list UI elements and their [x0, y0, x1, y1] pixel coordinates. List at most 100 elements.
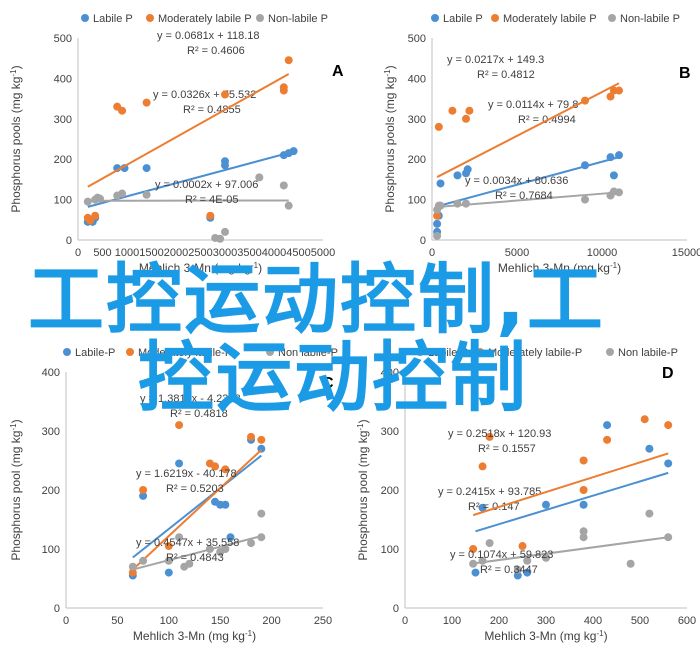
- trendline-r2: R² = 0.4843: [166, 552, 224, 564]
- y-tick-label: 300: [381, 426, 399, 438]
- x-tick-label: 2000: [164, 247, 188, 259]
- data-point: [542, 500, 550, 509]
- data-point: [523, 556, 532, 565]
- data-point: [471, 568, 480, 577]
- trendline-r2: R² = 0.7684: [495, 190, 553, 202]
- y-tick-label: 200: [381, 485, 399, 497]
- data-point: [164, 556, 173, 565]
- legend-label: Labile-P: [75, 347, 115, 359]
- x-tick-label: 3000: [213, 247, 237, 259]
- x-tick-label: 100: [160, 615, 178, 627]
- y-tick-label: 100: [381, 544, 399, 556]
- data-point: [615, 86, 623, 95]
- data-point: [164, 542, 173, 551]
- y-axis-title: Phosphorus pool (mg kg-1): [9, 419, 24, 560]
- x-tick-label: 500: [93, 247, 111, 259]
- legend-marker: [81, 14, 89, 22]
- x-tick-label: 5000: [311, 247, 335, 259]
- x-tick-label: 200: [490, 615, 508, 627]
- legend-marker: [266, 348, 274, 356]
- x-tick-label: 0: [429, 247, 435, 259]
- trendline-equation: y = 0.0034x + 80.636: [465, 175, 568, 187]
- y-tick-label: 200: [42, 485, 60, 497]
- data-point: [626, 559, 635, 568]
- trendline-r2: R² = 0.5203: [166, 483, 224, 495]
- data-point: [434, 122, 443, 131]
- legend-label: Moderately labile P: [503, 13, 597, 25]
- x-axis-title: Mehlich 3-Mn (mg kg-1): [139, 261, 262, 276]
- legend-marker: [256, 14, 264, 22]
- panel-label: B: [679, 65, 691, 82]
- y-tick-label: 300: [54, 114, 72, 126]
- legend-marker: [608, 14, 616, 22]
- x-axis-title: Mehlich 3-Mn (mg kg-1): [484, 629, 607, 644]
- data-point: [206, 211, 215, 220]
- data-point: [463, 165, 472, 174]
- x-tick-label: 200: [262, 615, 280, 627]
- trendline-r2: R² = 0.3447: [480, 564, 538, 576]
- x-tick-label: 10000: [587, 247, 618, 259]
- data-point: [645, 444, 654, 453]
- y-tick-label: 100: [54, 195, 72, 207]
- legend-marker: [416, 348, 424, 356]
- data-point: [118, 106, 127, 115]
- trendline-r2: R² = 0.4855: [183, 104, 241, 116]
- x-axis-title: Mehlich 3-Mn (mg kg-1): [498, 261, 621, 276]
- x-tick-label: 2500: [188, 247, 212, 259]
- trendline: [132, 454, 262, 559]
- data-point: [448, 106, 457, 115]
- trendline-equation: y = 0.0114x + 79.8: [488, 99, 578, 111]
- trendline-equation: y = 0.1074x + 59.823: [450, 549, 553, 561]
- data-point: [139, 491, 148, 500]
- data-point: [86, 216, 95, 225]
- trendline: [475, 471, 669, 533]
- y-tick-label: 300: [408, 114, 426, 126]
- data-point: [664, 421, 673, 430]
- x-axis-title: Mehlich 3-Mn (mg kg-1): [133, 629, 256, 644]
- data-point: [247, 432, 256, 441]
- panel-label: D: [662, 365, 674, 382]
- data-point: [175, 459, 184, 468]
- data-point: [279, 83, 288, 92]
- data-point: [645, 509, 654, 518]
- data-point: [257, 435, 266, 444]
- data-point: [211, 462, 220, 471]
- legend-label: Moderately labile P: [158, 13, 252, 25]
- data-point: [603, 421, 612, 430]
- data-point: [83, 197, 92, 206]
- data-point: [579, 500, 588, 509]
- y-tick-label: 100: [42, 544, 60, 556]
- trendline: [472, 452, 669, 517]
- data-point: [185, 559, 194, 568]
- trendline: [132, 449, 263, 571]
- legend-label: Labile P: [443, 13, 483, 25]
- data-point: [205, 545, 214, 553]
- x-tick-label: 50: [111, 615, 123, 627]
- x-tick-label: 500: [631, 615, 649, 627]
- legend-marker: [126, 348, 134, 356]
- data-point: [485, 432, 494, 441]
- y-tick-label: 500: [54, 33, 72, 45]
- data-point: [513, 565, 522, 574]
- panel-label: C: [322, 375, 334, 392]
- data-point: [142, 164, 151, 173]
- data-point: [221, 465, 230, 474]
- data-point: [221, 227, 229, 236]
- data-point: [221, 157, 229, 166]
- data-point: [226, 533, 235, 542]
- data-point: [615, 188, 623, 197]
- data-point: [513, 571, 522, 580]
- data-point: [581, 161, 589, 170]
- data-point: [606, 153, 615, 162]
- data-point: [523, 568, 532, 577]
- data-point: [289, 147, 298, 156]
- legend-label: Non labile-P: [618, 347, 678, 359]
- x-tick-label: 300: [537, 615, 555, 627]
- x-tick-label: 0: [402, 615, 408, 627]
- y-tick-label: 0: [420, 235, 426, 247]
- data-point: [609, 171, 618, 180]
- data-point: [640, 415, 649, 424]
